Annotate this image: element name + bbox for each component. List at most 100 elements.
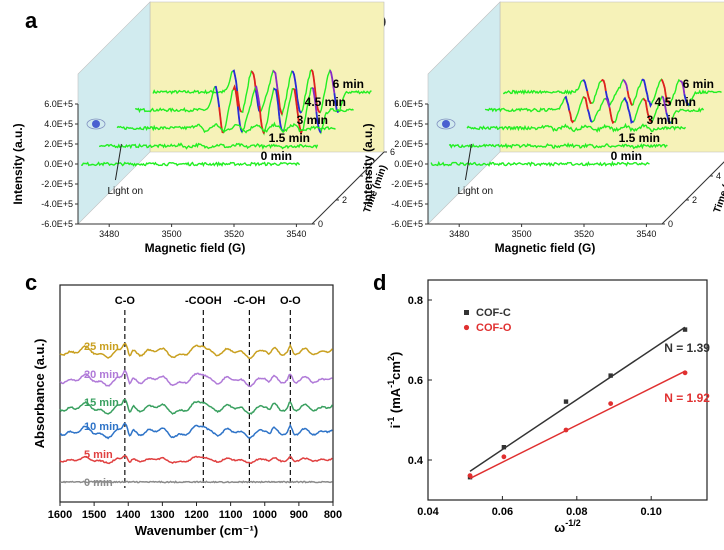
esr-peak-tip [641, 78, 649, 95]
esr-trace-1-5-min [448, 142, 668, 150]
x-tick-label: 3520 [224, 229, 244, 239]
legend-label: COF-C [476, 307, 511, 319]
data-point-COF-O [501, 454, 507, 460]
y-axis-label: i-1 (mA-1cm2) [386, 352, 403, 429]
x-tick-label: 3540 [286, 229, 306, 239]
y-tick-label: -6.0E+5 [41, 219, 73, 229]
esr-peak-tip [660, 78, 667, 96]
x-tick-label: 3480 [99, 229, 119, 239]
series-label: 4.5 min [655, 95, 696, 109]
z-tick-label: 0 [318, 219, 323, 229]
series-label: 1.5 min [269, 131, 310, 145]
y-tick-label: -4.0E+5 [41, 199, 73, 209]
esr-trace-3-min [116, 121, 336, 134]
esr-trace-0-min [430, 160, 650, 168]
panel-a-esr-chart: 6.0E+5 4.0E+5 2.0E+5 0.0E+0 -2.0E+5 -4.0E+5 -6… [11, 1, 395, 255]
esr-peak-tip [214, 85, 221, 108]
y-tick-label: 6.0E+5 [394, 99, 423, 109]
marker-label: O-O [280, 295, 301, 307]
panel-d-kl-chart: 0.04 0.06 0.08 0.10 0.4 0.6 0.8 ω-1/2 i-1 (mA-1c… [386, 279, 710, 535]
series-label: 6 min [333, 77, 364, 91]
ftir-trace-15-min [59, 398, 333, 415]
series-label: 10 min [84, 421, 119, 433]
esr-peak-tip [310, 69, 317, 97]
panel-letter-a: a [25, 8, 38, 33]
esr-peak-tip [236, 90, 243, 113]
x-tick-label: 3480 [449, 229, 469, 239]
annotation-n-cofc: N = 1.39 [664, 341, 710, 355]
y-tick-label: -2.0E+5 [41, 179, 73, 189]
z-tick-label: 2 [692, 195, 697, 205]
y-tick-label: 2.0E+5 [44, 139, 73, 149]
esr-peak-tip [291, 70, 299, 99]
series-label: 3 min [647, 113, 678, 127]
esr-trace-3-min [466, 122, 687, 133]
depth-axis-line [311, 151, 385, 225]
esr-peak-tip [665, 112, 672, 124]
y-tick-label: 0.8 [408, 295, 423, 307]
esr-peak-tip [311, 87, 318, 113]
esr-peak-tip [272, 70, 279, 90]
esr-peak-tip [679, 80, 686, 95]
x-tick-label: 0.10 [640, 506, 661, 518]
data-point-COF-C [608, 373, 613, 378]
esr-trace-1-5-min [98, 142, 319, 151]
esr-peak-tip [586, 90, 592, 104]
x-tick-label: 1000 [253, 509, 277, 521]
esr-peak-tip [626, 90, 633, 106]
data-point-COF-O [608, 401, 614, 406]
y-tick-label: -2.0E+5 [391, 179, 423, 189]
x-tick-label: 1500 [82, 509, 106, 521]
lamp-icon [92, 120, 100, 128]
esr-peak-tip [661, 95, 668, 113]
lamp-icon [442, 120, 450, 128]
esr-peak-tip [622, 79, 629, 91]
series-label: 1.5 min [619, 131, 660, 145]
esr-peak-tip [582, 79, 589, 92]
esr-peak-tip [582, 96, 589, 110]
esr-peak-tip [232, 69, 239, 92]
esr-trace-0-min [81, 161, 301, 168]
legend-marker [464, 310, 469, 315]
y-tick-label: -4.0E+5 [391, 199, 423, 209]
x-tick-label: 900 [290, 509, 308, 521]
lamp-ring [86, 118, 106, 130]
x-tick-label: 1100 [219, 509, 243, 521]
esr-peak-tip [628, 111, 634, 124]
data-point-COF-C [682, 327, 688, 332]
y-tick-label: 2.0E+5 [394, 139, 423, 149]
y-axis-label: Intensity (a.u.) [11, 123, 25, 204]
esr-peak-tip [232, 84, 239, 107]
series-label: 5 min [84, 449, 113, 461]
esr-peak-tip [608, 107, 615, 125]
marker-label: -C-OH [234, 295, 266, 307]
data-point-COF-O [563, 427, 569, 433]
series-label: 0 min [261, 149, 292, 163]
esr-peak-tip [604, 97, 611, 108]
series-label: 0 min [84, 477, 113, 489]
y-tick-label: 4.0E+5 [394, 119, 423, 129]
lamp-ring [436, 118, 456, 130]
plot-frame [427, 279, 708, 501]
fit-line-COF-O [469, 370, 686, 480]
x-axis-label: ω-1/2 [554, 518, 581, 535]
y-tick-label: 0.6 [408, 375, 423, 387]
annotation-n-cofo: N = 1.92 [664, 391, 710, 405]
marker-label: -COOH [185, 295, 222, 307]
ftir-trace-25-min [59, 342, 333, 359]
esr-peak-tip [642, 97, 649, 114]
x-tick-label: 1300 [150, 509, 174, 521]
legend-label: COF-O [476, 322, 512, 334]
light-on-pointer [114, 143, 122, 181]
x-axis-label: Wavenumber (cm⁻¹) [135, 523, 258, 538]
x-tick-label: 3520 [574, 229, 594, 239]
esr-peak-tip [329, 69, 336, 94]
light-on-label: Light on [457, 186, 493, 197]
series-label: 6 min [683, 77, 714, 91]
y-tick-label: 0.0E+0 [394, 159, 423, 169]
legend-marker [463, 324, 470, 331]
esr-peak-tip [333, 93, 340, 113]
series-label: 15 min [84, 397, 119, 409]
series-label: 0 min [611, 149, 642, 163]
